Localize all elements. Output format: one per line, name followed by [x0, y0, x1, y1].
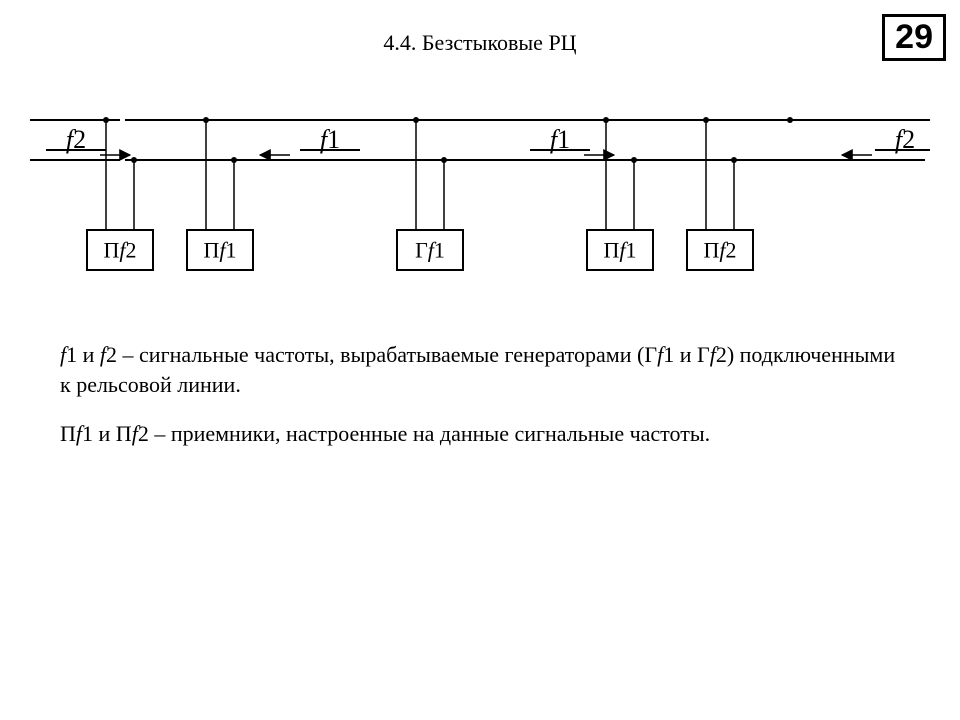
connector-dot [413, 117, 419, 123]
connector-dot [103, 117, 109, 123]
description-line-2: Пf1 и Пf2 – приемники, настроенные на да… [60, 419, 900, 449]
connector-dot [787, 117, 793, 123]
freq-label: f1 [550, 125, 570, 154]
page-title: 4.4. Безстыковые РЦ [0, 30, 960, 56]
rail-circuit-diagram: f2 f1 f1 f2 Пf2 Пf1 Гf1 Пf1 Пf2 [30, 100, 930, 300]
connector-dot [131, 157, 137, 163]
description-line-1: f1 и f2 – сигнальные частоты, вырабатыва… [60, 340, 900, 399]
connector-dot [203, 117, 209, 123]
device-label: Пf1 [603, 238, 636, 263]
connector-dot [231, 157, 237, 163]
connector-dot [731, 157, 737, 163]
connector-dot [703, 117, 709, 123]
description-block: f1 и f2 – сигнальные частоты, вырабатыва… [60, 340, 900, 469]
device-label: Пf2 [103, 238, 136, 263]
connector-dot [603, 117, 609, 123]
freq-label: f2 [895, 125, 915, 154]
device-label: Пf2 [703, 238, 736, 263]
freq-label: f1 [320, 125, 340, 154]
connector-dot [441, 157, 447, 163]
page-root: 29 4.4. Безстыковые РЦ f2f1f1f2Пf2Пf1Гf1… [0, 0, 960, 720]
connector-dot [631, 157, 637, 163]
device-label: Пf1 [203, 238, 236, 263]
freq-label: f2 [66, 125, 86, 154]
device-label: Гf1 [415, 238, 445, 263]
